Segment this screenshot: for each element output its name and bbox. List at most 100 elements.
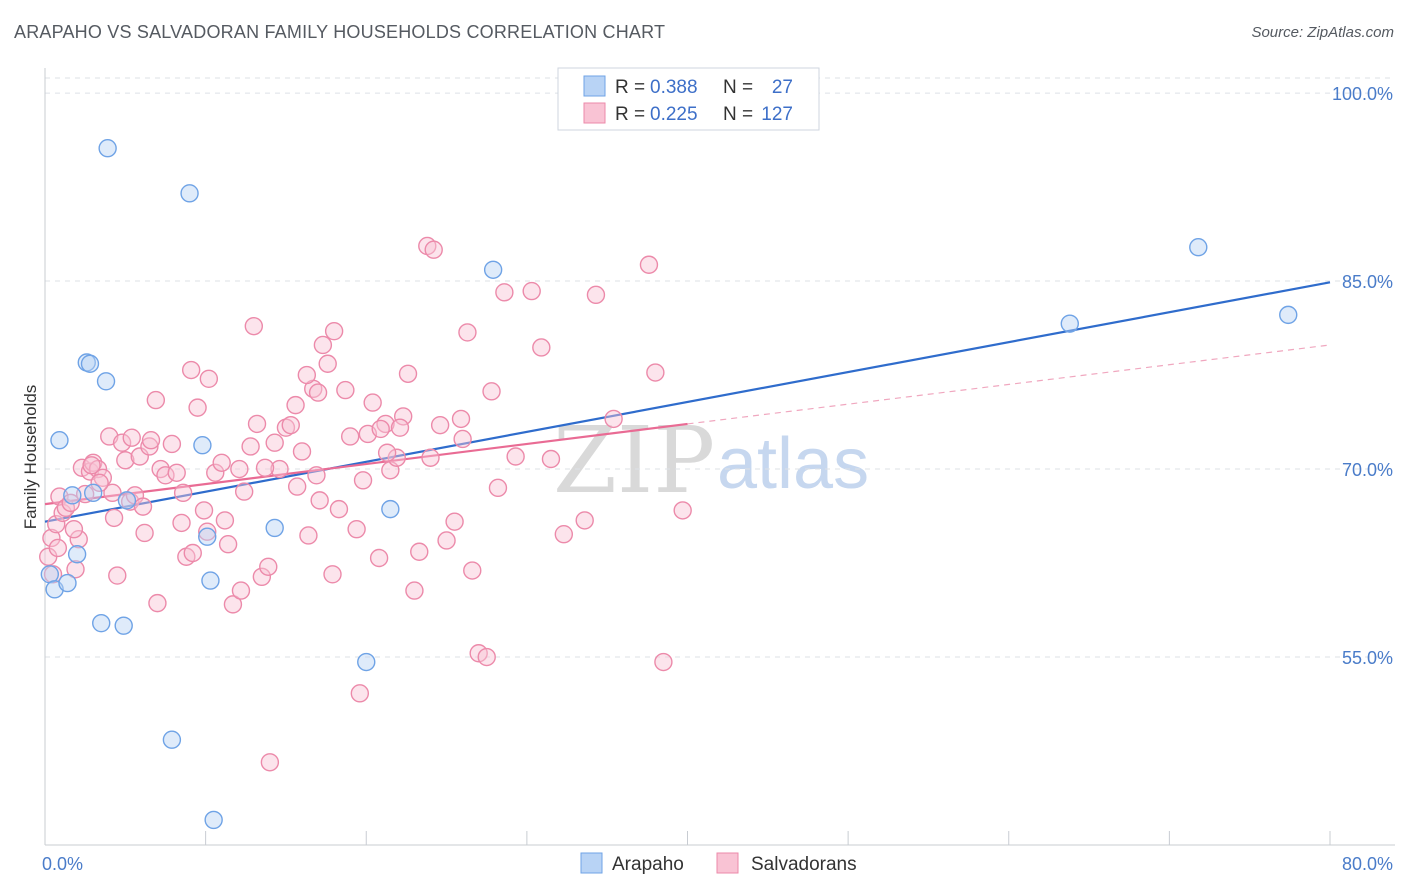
point-salvadorans-7: [61, 493, 80, 513]
point-salvadorans-85: [488, 478, 508, 498]
point-salvadorans-71: [398, 364, 418, 383]
point-salvadorans-15: [93, 468, 113, 488]
point-salvadorans-38: [212, 453, 231, 472]
point-salvadorans-105: [148, 593, 167, 613]
point-salvadorans-42: [234, 482, 254, 501]
point-salvadorans-37: [206, 463, 225, 482]
point-salvadorans-28: [156, 466, 175, 485]
point-salvadorans-89: [532, 338, 551, 357]
point-salvadorans-80: [458, 323, 477, 342]
point-salvadorans-41: [230, 459, 249, 479]
point-salvadorans-20: [116, 451, 135, 470]
point-arapaho-4: [63, 486, 82, 505]
trend-line-arapaho: [44, 281, 1331, 523]
point-salvadorans-48: [270, 459, 289, 479]
point-salvadorans-60: [336, 380, 355, 400]
legend-bottom-label-salvadorans: Salvadorans: [751, 854, 857, 875]
point-salvadorans-50: [281, 415, 300, 435]
point-salvadorans-57: [318, 354, 337, 373]
point-arapaho-25: [1279, 305, 1298, 325]
point-salvadorans-86: [495, 283, 514, 302]
legend-bottom: Arapaho Salvadorans: [580, 852, 857, 875]
point-salvadorans-72: [405, 581, 424, 600]
y-tick-label-2: 85.0%: [1342, 272, 1393, 292]
point-salvadorans-58: [323, 565, 342, 584]
point-arapaho-3: [58, 573, 77, 593]
point-arapaho-13: [162, 730, 182, 749]
watermark-zip: ZIP: [553, 407, 715, 514]
point-salvadorans-125: [48, 538, 68, 558]
point-arapaho-12: [98, 139, 117, 158]
point-salvadorans-99: [244, 316, 264, 336]
point-salvadorans-73: [410, 542, 429, 561]
point-salvadorans-101: [297, 365, 317, 385]
point-salvadorans-77: [437, 531, 456, 550]
point-salvadorans-91: [554, 525, 574, 544]
point-salvadorans-81: [463, 561, 482, 580]
point-salvadorans-95: [639, 255, 659, 274]
point-salvadorans-113: [215, 511, 235, 530]
legend-top: R = 0.388 N = 27 R = 0.225 N = 127: [557, 67, 820, 131]
point-salvadorans-87: [506, 447, 525, 466]
point-salvadorans-55: [308, 383, 328, 402]
point-salvadorans-62: [347, 519, 366, 539]
watermark: ZIP atlas: [553, 407, 869, 514]
watermark-atlas: atlas: [717, 424, 869, 504]
legend-r-label-1: R =: [615, 77, 645, 98]
legend-n-label-2: N =: [723, 104, 753, 125]
point-arapaho-8: [92, 613, 111, 633]
x-tick-label-1: 80.0%: [1342, 854, 1393, 874]
point-salvadorans-76: [430, 415, 450, 435]
point-salvadorans-69: [387, 448, 406, 467]
trend-line-salvadorans: [44, 422, 688, 506]
point-salvadorans-56: [313, 335, 333, 355]
point-salvadorans-118: [82, 456, 101, 475]
point-salvadorans-93: [586, 285, 606, 305]
point-salvadorans-63: [353, 471, 373, 490]
point-salvadorans-103: [198, 522, 217, 541]
point-arapaho-24: [1189, 238, 1208, 257]
point-salvadorans-122: [377, 443, 397, 462]
point-arapaho-2: [50, 431, 69, 450]
point-salvadorans-8: [66, 560, 85, 579]
y-tick-label-1: 70.0%: [1342, 460, 1393, 480]
legend-n-label-1: N =: [723, 77, 753, 98]
axes: [44, 68, 1395, 846]
legend-swatch-arapaho: [583, 75, 606, 97]
point-arapaho-7: [80, 354, 100, 373]
point-salvadorans-104: [183, 543, 202, 563]
point-arapaho-16: [198, 527, 217, 546]
legend-r-label-2: R =: [615, 104, 645, 125]
legend-bottom-swatch-salvadorans: [716, 852, 739, 874]
grid-lines: [45, 77, 1395, 658]
point-salvadorans-25: [140, 437, 159, 456]
point-salvadorans-111: [231, 581, 251, 600]
legend-r-value-1: 0.388: [650, 77, 698, 98]
point-arapaho-17: [201, 571, 220, 590]
point-salvadorans-115: [421, 448, 440, 467]
point-salvadorans-47: [265, 433, 284, 452]
point-salvadorans-112: [173, 483, 193, 503]
point-salvadorans-90: [541, 449, 561, 469]
y-tick-label-3: 100.0%: [1332, 84, 1393, 104]
point-salvadorans-44: [247, 414, 267, 434]
point-salvadorans-114: [350, 684, 370, 703]
point-salvadorans-96: [646, 363, 665, 382]
point-salvadorans-19: [112, 433, 132, 452]
point-salvadorans-119: [122, 428, 141, 447]
point-salvadorans-9: [69, 530, 88, 549]
point-salvadorans-46: [259, 557, 278, 576]
point-salvadorans-39: [218, 535, 238, 554]
point-salvadorans-34: [188, 398, 207, 417]
point-salvadorans-110: [286, 395, 305, 415]
point-arapaho-19: [265, 518, 284, 538]
point-arapaho-26: [83, 483, 103, 503]
point-salvadorans-66: [369, 548, 389, 568]
point-salvadorans-126: [90, 473, 109, 493]
point-salvadorans-106: [133, 497, 153, 516]
point-salvadorans-30: [167, 463, 186, 482]
point-arapaho-5: [67, 545, 87, 564]
point-salvadorans-117: [141, 431, 161, 450]
data-points: [39, 139, 1298, 830]
point-salvadorans-51: [287, 477, 307, 496]
